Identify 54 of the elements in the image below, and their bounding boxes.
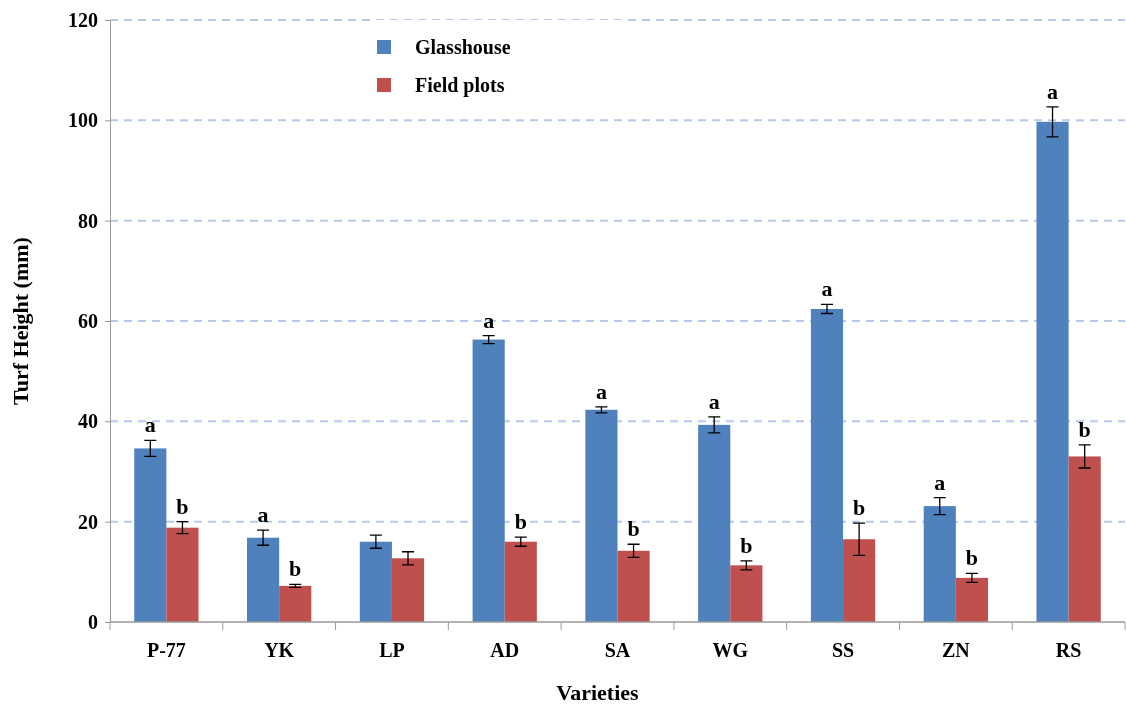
annotation: b [289,556,302,582]
x-tick-label: SA [604,639,631,661]
annotation: b [176,493,189,519]
annotation: a [1047,78,1059,104]
bar [166,527,199,622]
bar [698,424,731,622]
bar [955,577,988,622]
bar [730,565,763,622]
annotation: a [708,388,720,414]
bar [810,308,844,622]
y-tick-label: 120 [68,8,98,31]
legend-label: Field plots [415,74,505,97]
x-tick-label: LP [379,639,405,661]
bar [359,541,392,622]
annotation: b [740,532,753,558]
bar [1068,456,1101,622]
bar [134,448,167,622]
annotation: a [483,307,495,333]
x-tick-label: SS [831,639,855,661]
x-tick-label: P-77 [146,639,186,661]
bar [1036,121,1069,622]
y-tick-label: 0 [88,610,98,633]
annotation: a [257,502,269,528]
annotation: b [627,516,640,542]
x-tick-label: AD [490,639,520,661]
legend-label: Glasshouse [415,36,511,58]
bar [504,541,537,622]
annotation: b [853,495,866,521]
x-tick-label: ZN [941,639,971,661]
bar [585,409,618,622]
x-axis-title: Varieties [556,680,640,705]
y-tick-label: 40 [78,410,98,433]
annotation: b [1078,416,1091,442]
bar [923,506,956,622]
x-tick-label: RS [1055,639,1082,661]
y-tick-label: 100 [68,109,98,132]
annotation: a [934,469,946,495]
x-tick-label: YK [264,639,295,661]
y-axis-title: Turf Height (mm) [8,237,33,405]
annotation: a [821,276,833,302]
annotation: a [144,412,156,438]
y-tick-label: 80 [78,209,98,232]
bar [247,537,280,622]
bar [843,539,876,622]
annotation: b [965,545,979,571]
annotation: b [514,509,527,535]
y-tick-label: 60 [78,309,98,332]
annotation: a [595,378,607,404]
y-tick-label: 20 [78,510,98,533]
bar [617,550,650,622]
x-tick-label: WG [712,639,749,661]
bar [391,558,425,622]
bar [472,339,505,622]
bar [279,585,312,622]
